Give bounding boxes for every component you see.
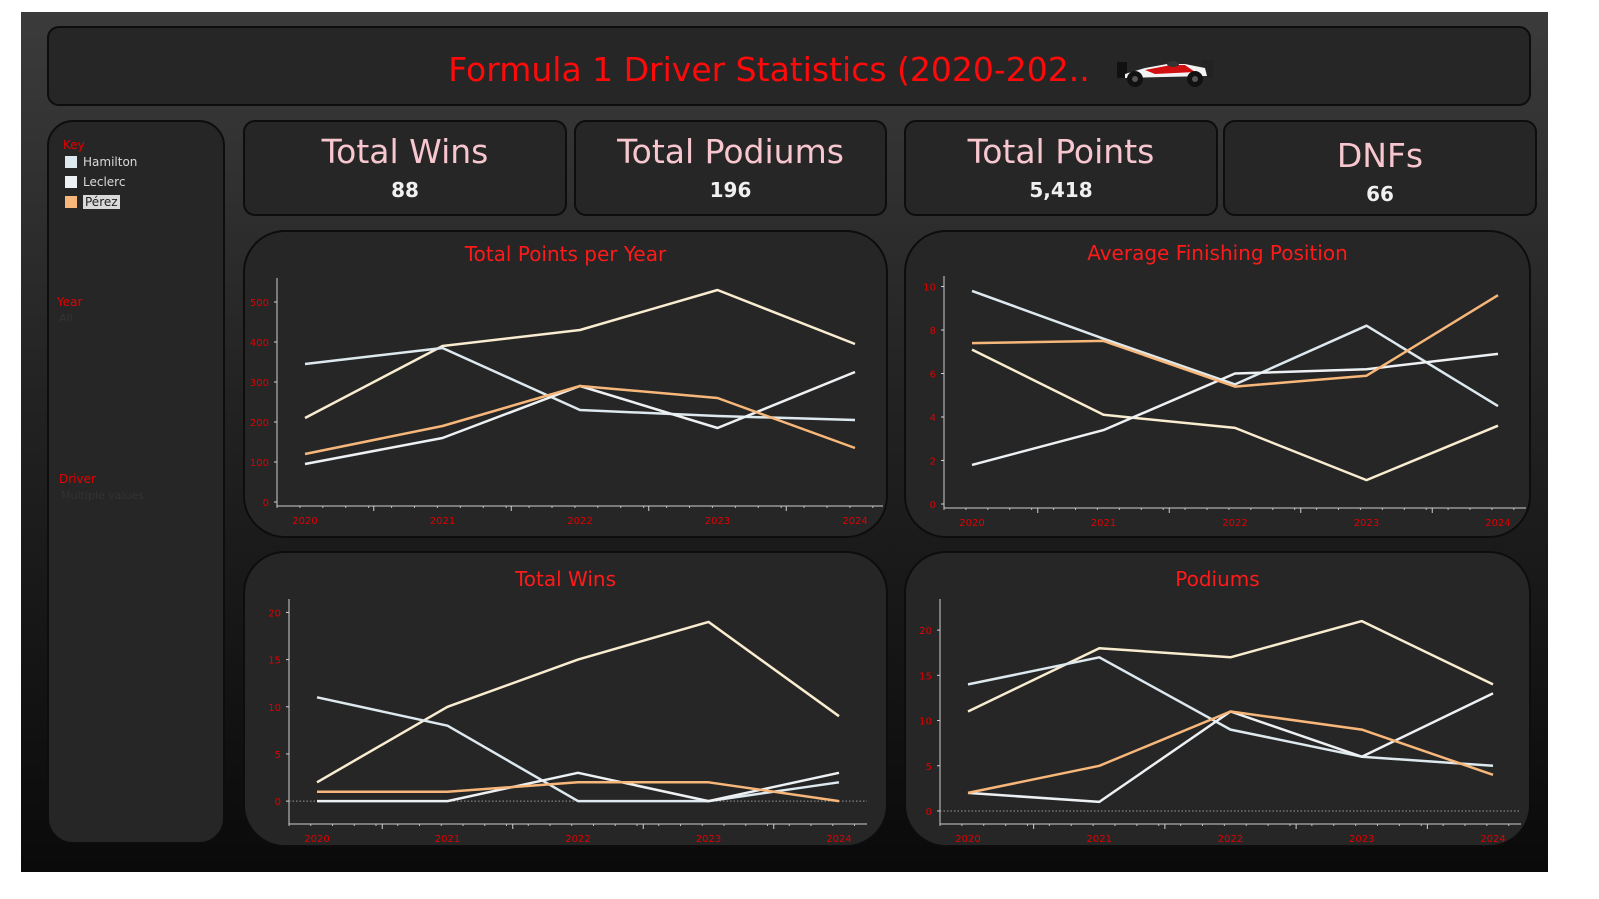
y-tick-label: 20 xyxy=(268,608,281,619)
chart-title: Total Wins xyxy=(514,567,617,591)
y-tick-label: 15 xyxy=(268,656,281,667)
x-tick-label: 2022 xyxy=(567,516,592,527)
series-line-0[interactable] xyxy=(967,619,1494,713)
points-chart: 0 100 200 300 400 500 2020 2021 2022 2023 2024 xyxy=(250,278,883,527)
chart-panel-avg-position: Average Finishing Position 0 2 4 6 8 10 2020 20… xyxy=(904,230,1531,538)
x-tick-label: 2021 xyxy=(435,834,460,845)
kpi-title: Total Podiums xyxy=(617,132,844,171)
y-tick-label: 10 xyxy=(919,717,932,728)
y-tick-label: 100 xyxy=(250,458,269,469)
series-line-1[interactable] xyxy=(316,696,840,803)
y-tick-label: 400 xyxy=(250,338,269,349)
series-line-0[interactable] xyxy=(316,620,840,784)
x-tick-label: 2023 xyxy=(696,834,721,845)
y-tick-label: 4 xyxy=(930,413,936,424)
y-tick-label: 10 xyxy=(268,703,281,714)
x-tick-label: 2021 xyxy=(1091,518,1116,529)
kpi-value: 5,418 xyxy=(1029,178,1093,202)
kpi-title: Total Points xyxy=(967,132,1155,171)
driver-filter-label: Driver xyxy=(59,472,96,486)
y-tick-label: 15 xyxy=(919,671,932,682)
dashboard: Formula 1 Driver Statistics (2020-202.. … xyxy=(21,12,1548,872)
x-tick-label: 2024 xyxy=(1485,518,1510,529)
x-tick-label: 2024 xyxy=(1480,834,1505,845)
page-title: Formula 1 Driver Statistics (2020-202.. xyxy=(448,50,1090,89)
x-tick-label: 2023 xyxy=(705,516,730,527)
y-tick-label: 0 xyxy=(275,797,281,808)
x-tick-label: 2022 xyxy=(1218,834,1243,845)
x-tick-label: 2020 xyxy=(292,516,317,527)
x-tick-label: 2023 xyxy=(1354,518,1379,529)
year-filter-label: Year xyxy=(57,295,83,309)
y-tick-label: 0 xyxy=(926,807,932,818)
kpi-value: 196 xyxy=(709,178,752,202)
y-tick-label: 10 xyxy=(923,283,936,294)
x-tick-label: 2020 xyxy=(955,834,980,845)
y-tick-label: 2 xyxy=(930,457,936,468)
x-tick-label: 2020 xyxy=(959,518,984,529)
y-tick-label: 300 xyxy=(250,378,269,389)
series-line-2[interactable] xyxy=(971,352,1499,467)
kpi-value: 66 xyxy=(1366,182,1394,206)
kpi-title: DNFs xyxy=(1336,136,1424,175)
kpi-total-points: Total Points 5,418 xyxy=(904,120,1218,216)
chart-title: Podiums xyxy=(1175,567,1260,591)
chart-panel-points: Total Points per Year 0 100 200 300 400 500 20… xyxy=(243,230,888,538)
kpi-value: 88 xyxy=(391,178,419,202)
chart-title: Total Points per Year xyxy=(464,242,667,266)
y-tick-label: 5 xyxy=(926,762,932,773)
series-line-1[interactable] xyxy=(967,656,1494,768)
key-label: Key xyxy=(63,138,85,152)
header-banner: Formula 1 Driver Statistics (2020-202.. xyxy=(47,26,1531,106)
driver-filter-dropdown[interactable]: Multiple values xyxy=(61,489,144,502)
race-car-icon xyxy=(1117,60,1213,87)
series-line-1[interactable] xyxy=(304,346,856,422)
filter-sidebar: Key Hamilton Leclerc Pérez Year All Driv… xyxy=(47,120,225,844)
x-tick-label: 2024 xyxy=(842,516,867,527)
x-tick-label: 2020 xyxy=(304,834,329,845)
x-tick-label: 2023 xyxy=(1349,834,1374,845)
series-line-3[interactable] xyxy=(317,781,840,803)
year-filter-dropdown[interactable]: All xyxy=(59,312,73,325)
legend-item-leclerc[interactable]: Leclerc xyxy=(65,175,125,191)
legend-item-hamilton[interactable]: Hamilton xyxy=(65,155,137,171)
legend-swatch xyxy=(65,196,77,208)
chart-panel-wins: Total Wins 0 5 10 15 20 2020 2021 2022 2023 2024 xyxy=(243,551,888,847)
y-tick-label: 0 xyxy=(930,500,936,511)
legend-swatch xyxy=(65,176,77,188)
series-line-0[interactable] xyxy=(304,288,856,420)
y-tick-label: 8 xyxy=(930,326,936,337)
x-tick-label: 2024 xyxy=(826,834,851,845)
series-line-3[interactable] xyxy=(304,384,856,456)
kpi-dnfs: DNFs 66 xyxy=(1223,120,1537,216)
chart-panel-podiums: Podiums 0 5 10 15 20 2020 2021 2022 2023 2024 xyxy=(904,551,1531,847)
x-tick-label: 2021 xyxy=(430,516,455,527)
y-tick-label: 6 xyxy=(930,370,936,381)
legend-swatch xyxy=(65,156,77,168)
series-line-3[interactable] xyxy=(967,710,1494,795)
series-line-1[interactable] xyxy=(971,289,1499,408)
series-line-2[interactable] xyxy=(317,771,840,803)
kpi-total-podiums: Total Podiums 196 xyxy=(574,120,887,216)
series-line-3[interactable] xyxy=(971,294,1499,388)
kpi-title: Total Wins xyxy=(321,132,489,171)
avg-position-chart: 0 2 4 6 8 10 2020 2021 2022 2023 2024 xyxy=(923,276,1526,529)
chart-title: Average Finishing Position xyxy=(1087,241,1348,265)
y-tick-label: 0 xyxy=(263,498,269,509)
y-tick-label: 5 xyxy=(275,750,281,761)
y-tick-label: 20 xyxy=(919,626,932,637)
series-line-0[interactable] xyxy=(971,348,1499,482)
x-tick-label: 2022 xyxy=(1222,518,1247,529)
x-tick-label: 2022 xyxy=(565,834,590,845)
y-tick-label: 500 xyxy=(250,298,269,309)
legend-item-perez[interactable]: Pérez xyxy=(65,195,120,211)
x-tick-label: 2021 xyxy=(1087,834,1112,845)
y-tick-label: 200 xyxy=(250,418,269,429)
kpi-total-wins: Total Wins 88 xyxy=(243,120,567,216)
